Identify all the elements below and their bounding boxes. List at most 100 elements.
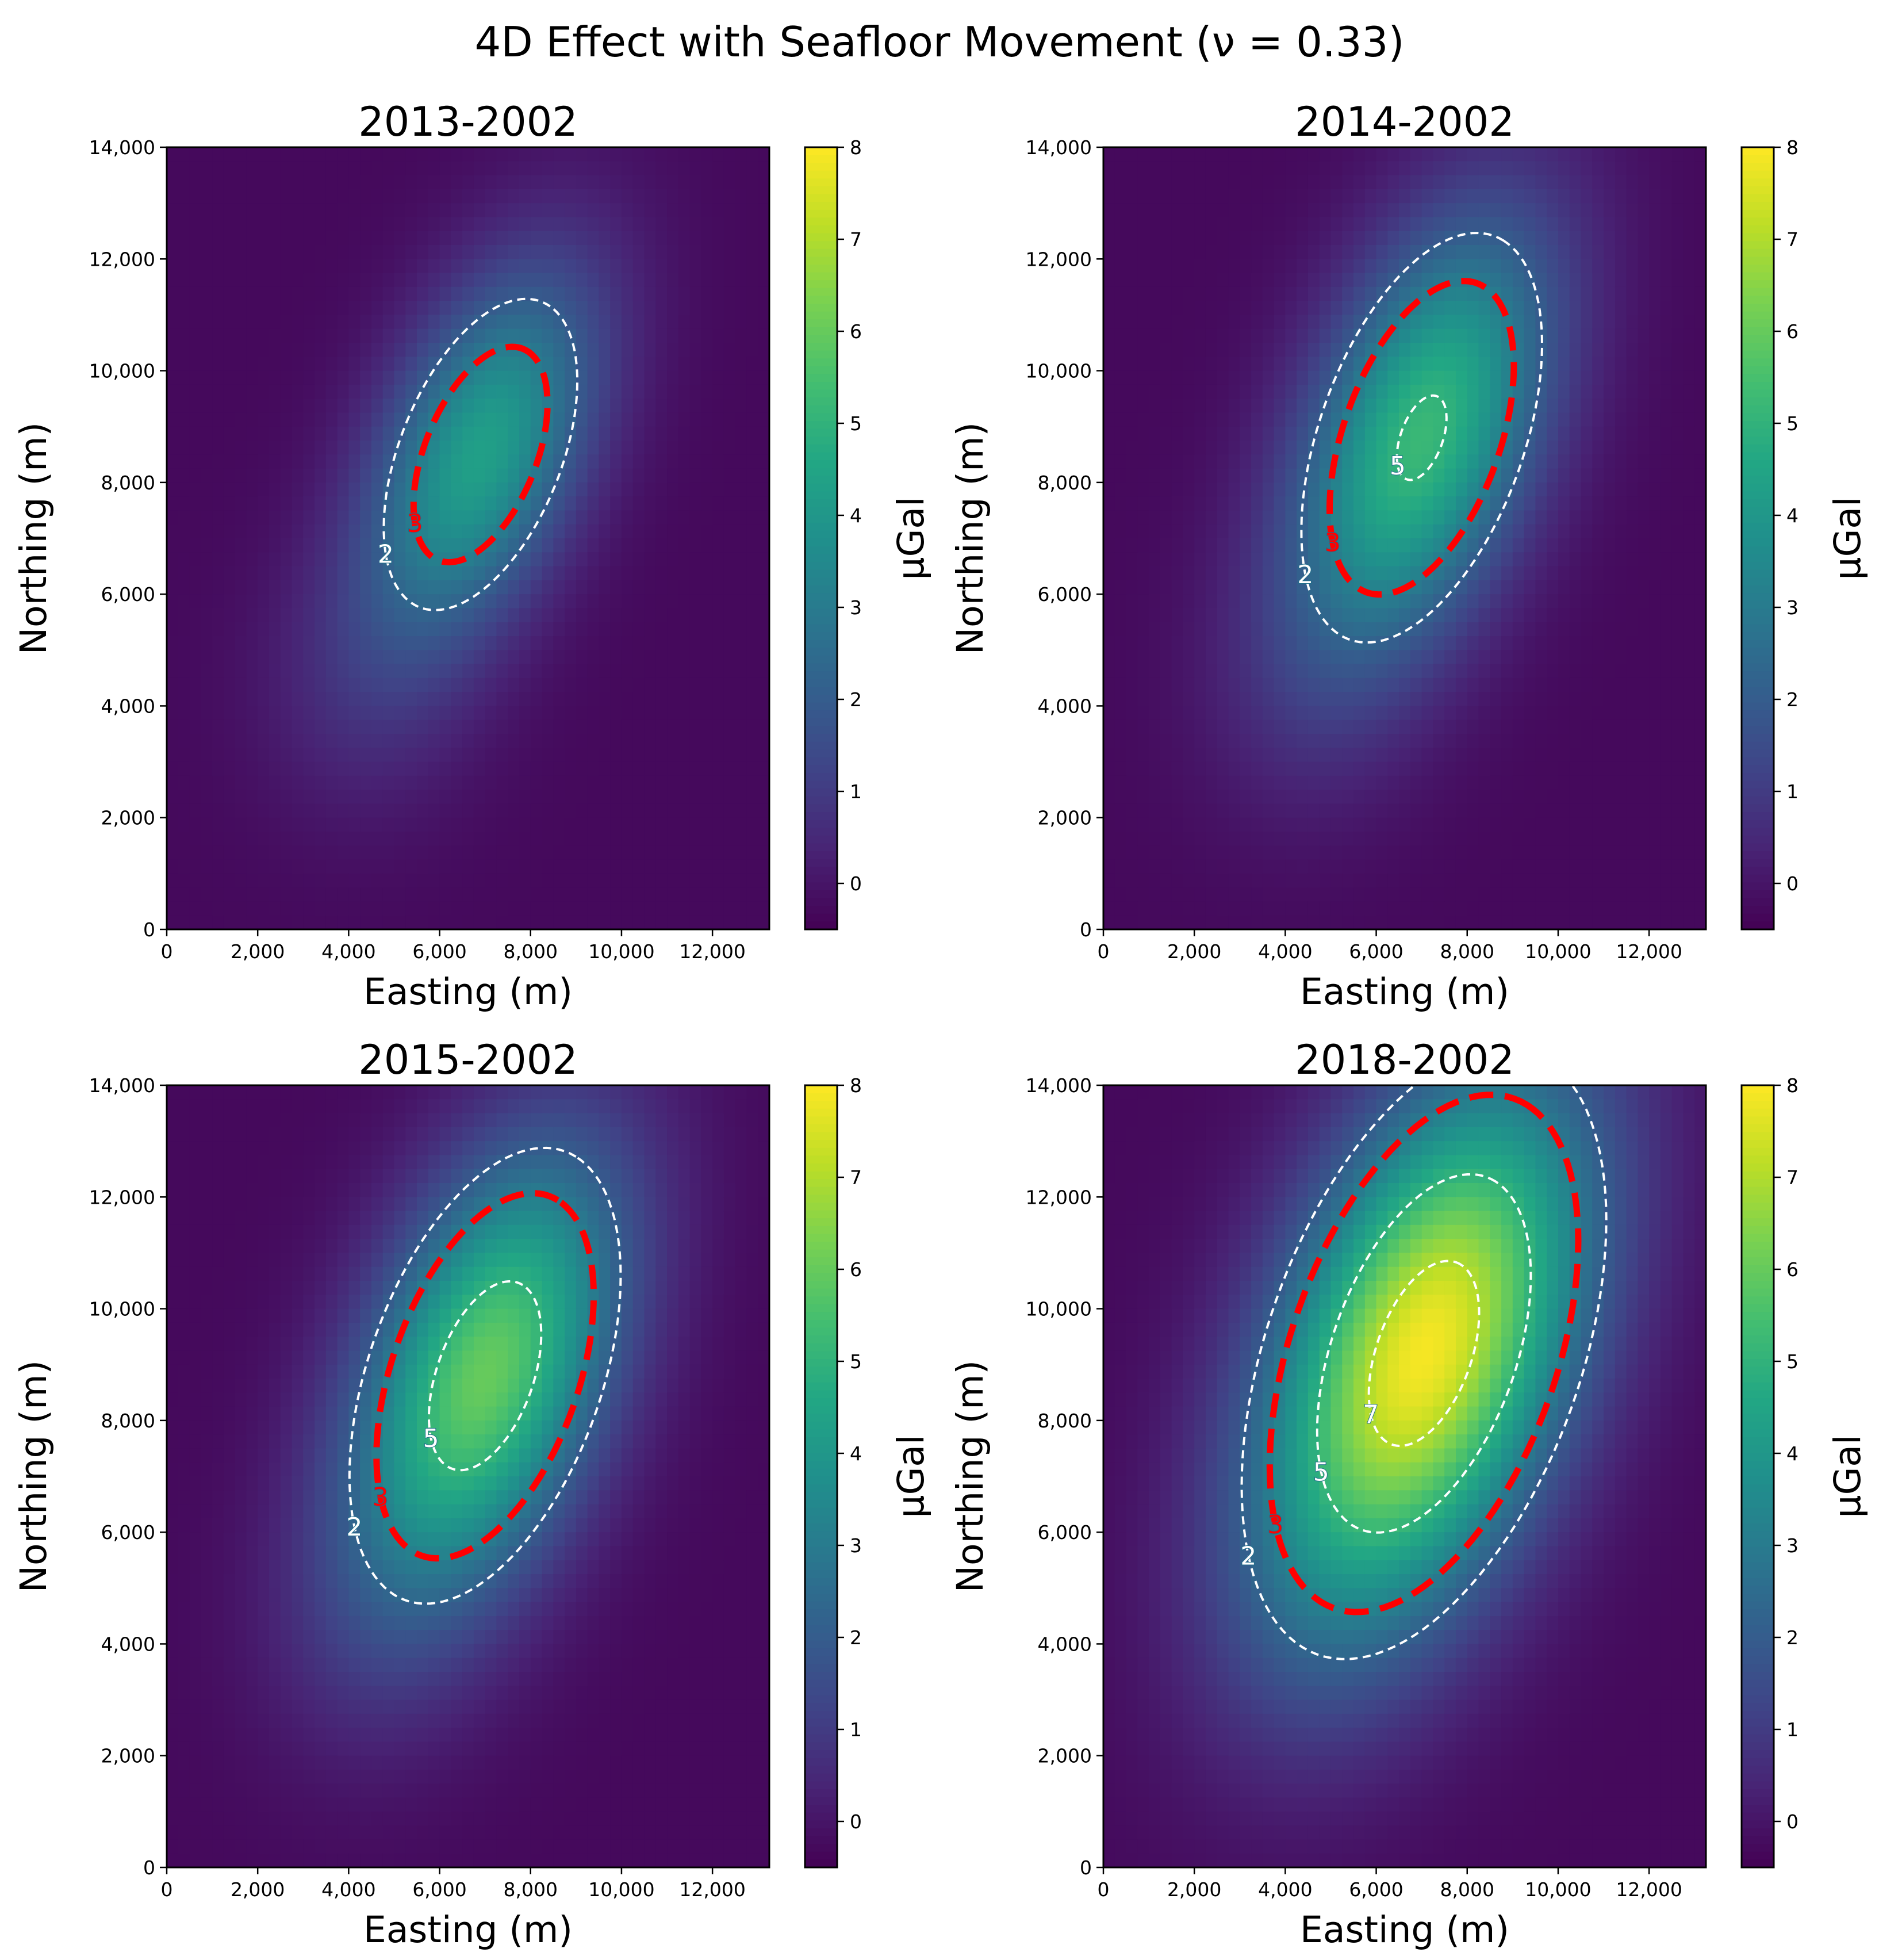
heatmap-cell <box>1319 748 1332 763</box>
heatmap-cell <box>758 859 770 874</box>
heatmap-cell <box>1205 580 1218 595</box>
heatmap-cell <box>1262 286 1275 301</box>
heatmap-cell <box>292 175 304 190</box>
heatmap-cell <box>508 761 520 776</box>
heatmap-cell <box>1228 873 1240 888</box>
heatmap-cell <box>712 845 724 860</box>
heatmap-cell <box>1285 901 1297 916</box>
heatmap-cell <box>553 636 565 650</box>
heatmap-cell <box>667 203 679 218</box>
heatmap-cell <box>1307 706 1320 721</box>
heatmap-cell <box>1319 273 1332 288</box>
heatmap-cell <box>269 552 281 567</box>
heatmap-cell <box>610 636 622 650</box>
heatmap-cell <box>1137 273 1149 288</box>
heatmap-cell <box>167 552 179 567</box>
heatmap-cell <box>382 552 395 567</box>
heatmap-cell <box>496 217 508 232</box>
heatmap-cell <box>519 231 531 246</box>
heatmap-cell <box>394 719 406 734</box>
heatmap-cell <box>644 664 656 679</box>
heatmap-cell <box>496 454 508 469</box>
heatmap-cell <box>325 761 338 776</box>
heatmap-cell <box>735 273 747 288</box>
heatmap-cell <box>1421 524 1434 539</box>
heatmap-cell <box>678 915 691 930</box>
heatmap-cell <box>382 859 395 874</box>
heatmap-cell <box>1160 832 1172 846</box>
heatmap-cell <box>212 496 224 511</box>
heatmap-cell <box>235 748 247 763</box>
heatmap-cell <box>360 482 372 497</box>
heatmap-cell <box>758 343 770 357</box>
heatmap-cell <box>1319 426 1332 441</box>
heatmap-cell <box>212 706 224 721</box>
heatmap-cell <box>1183 286 1195 301</box>
heatmap-cell <box>1455 286 1468 301</box>
heatmap-cell <box>1194 231 1206 246</box>
heatmap-cell <box>1297 706 1309 721</box>
heatmap-cell <box>1114 580 1127 595</box>
heatmap-cell <box>348 482 361 497</box>
heatmap-cell <box>610 650 622 665</box>
heatmap-cell <box>1126 748 1138 763</box>
heatmap-cell <box>644 803 656 818</box>
heatmap-cell <box>428 301 440 316</box>
heatmap-cell <box>1126 301 1138 316</box>
heatmap-cell <box>667 175 679 190</box>
heatmap-cell <box>212 343 224 357</box>
heatmap-cell <box>405 454 417 469</box>
heatmap-cell <box>1103 399 1115 414</box>
heatmap-cell <box>644 370 656 385</box>
heatmap-cell <box>360 175 372 190</box>
colorbar-segment <box>805 835 837 844</box>
heatmap-cell <box>1353 441 1366 455</box>
heatmap-cell <box>1217 343 1229 357</box>
heatmap-cell <box>178 412 190 427</box>
heatmap-cell <box>1410 692 1422 707</box>
heatmap-cell <box>758 370 770 385</box>
heatmap-cell <box>1467 328 1479 343</box>
heatmap-cell <box>1194 441 1206 455</box>
heatmap-cell <box>1160 301 1172 316</box>
heatmap-cell <box>315 915 327 930</box>
heatmap-cell <box>530 832 543 846</box>
heatmap-cell <box>599 175 611 190</box>
heatmap-cell <box>1307 748 1320 763</box>
heatmap-cell <box>1376 301 1388 316</box>
heatmap-cell <box>212 412 224 427</box>
x-tick-label: 6,000 <box>412 940 466 963</box>
heatmap-cell <box>417 915 429 930</box>
heatmap-cell <box>508 217 520 232</box>
heatmap-cell <box>280 677 293 692</box>
heatmap-cell <box>303 580 315 595</box>
heatmap-cell <box>667 664 679 679</box>
heatmap-cell <box>292 510 304 525</box>
heatmap-cell <box>530 426 543 441</box>
heatmap-cell <box>632 259 645 274</box>
heatmap-cell <box>428 273 440 288</box>
heatmap-cell <box>667 482 679 497</box>
heatmap-cell <box>258 636 270 650</box>
heatmap-cell <box>303 664 315 679</box>
heatmap-cell <box>1171 873 1184 888</box>
heatmap-cell <box>746 510 758 525</box>
heatmap-cell <box>371 524 384 539</box>
heatmap-cell <box>212 817 224 832</box>
heatmap-cell <box>1319 859 1332 874</box>
heatmap-cell <box>1149 175 1161 190</box>
colorbar-segment <box>805 460 837 469</box>
heatmap-cell <box>689 468 701 483</box>
heatmap-cell <box>178 454 190 469</box>
heatmap-cell <box>1217 286 1229 301</box>
heatmap-cell <box>1160 775 1172 790</box>
heatmap-cell <box>405 734 417 748</box>
heatmap-cell <box>1205 343 1218 357</box>
heatmap-cell <box>735 468 747 483</box>
heatmap-cell <box>1330 901 1343 916</box>
heatmap-cell <box>439 692 451 707</box>
heatmap-cell <box>1364 441 1377 455</box>
heatmap-cell <box>508 706 520 721</box>
heatmap-cell <box>360 845 372 860</box>
panels: 230 2,000 4,000 6,000 8,000 10,000 12,00002,00… <box>13 98 1869 1951</box>
